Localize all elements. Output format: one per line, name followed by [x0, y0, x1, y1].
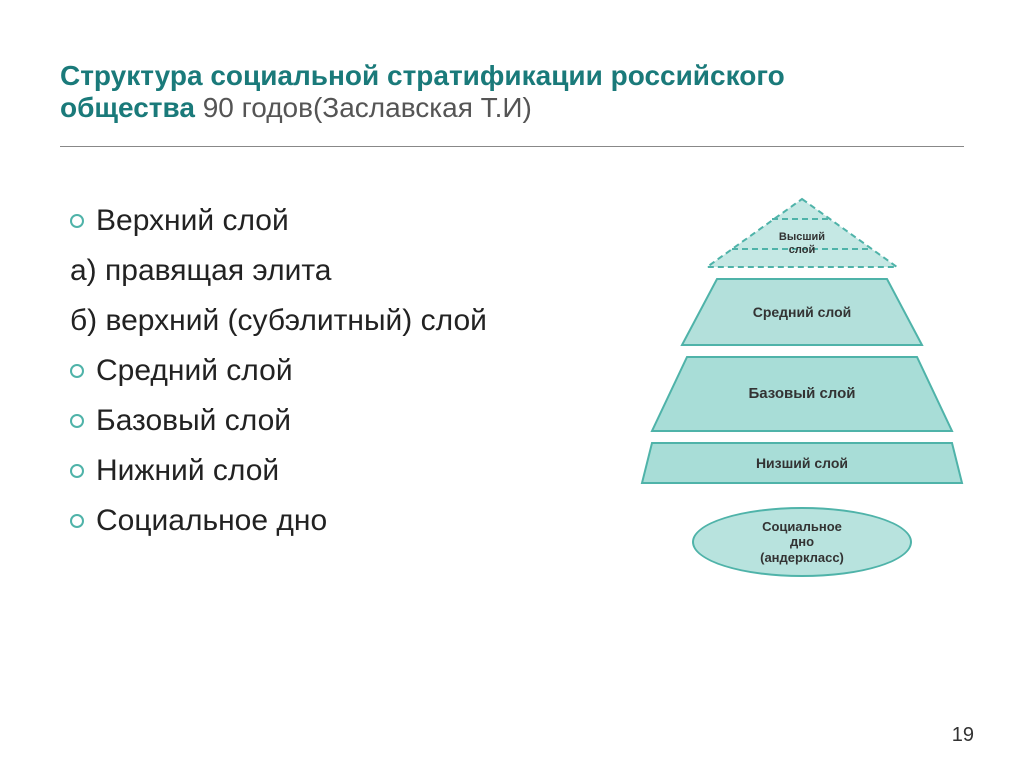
- title-line1: Структура социальной стратификации росси…: [60, 60, 785, 91]
- list-item: Социальное дно: [70, 497, 610, 545]
- layer-label: Высшийслой: [779, 231, 825, 257]
- list-item-label: Нижний слой: [96, 447, 279, 495]
- layer-label: Базовый слой: [748, 385, 855, 403]
- list-item: Средний слой: [70, 347, 610, 395]
- bullet-icon: [70, 464, 84, 478]
- list-item-label: Средний слой: [96, 347, 293, 395]
- pyramid-layer-base: Базовый слой: [650, 355, 954, 433]
- layer-label: Низший слой: [756, 455, 848, 472]
- bullet-icon: [70, 364, 84, 378]
- list-item: Нижний слой: [70, 447, 610, 495]
- page-number: 19: [952, 724, 974, 747]
- list-sub-item: а) правящая элита: [70, 247, 610, 295]
- title-line2-prefix: общества: [60, 92, 203, 123]
- pyramid-layer-top: Высшийслой: [705, 197, 899, 269]
- pyramid-layer-bottom: Социальноедно(андеркласс): [692, 507, 912, 577]
- layer-label: Средний слой: [753, 304, 852, 321]
- list-item: Верхний слой: [70, 197, 610, 245]
- list-item: Базовый слой: [70, 397, 610, 445]
- bullet-list: Верхний слойа) правящая элитаб) верхний …: [70, 197, 610, 617]
- layer-label: Социальноедно(андеркласс): [760, 519, 844, 566]
- bullet-icon: [70, 214, 84, 228]
- list-item-label: Базовый слой: [96, 397, 291, 445]
- list-item-label: Социальное дно: [96, 497, 327, 545]
- slide-title: Структура социальной стратификации росси…: [0, 0, 1024, 134]
- list-item-label: Верхний слой: [96, 197, 289, 245]
- pyramid-layer-middle: Средний слой: [680, 277, 924, 347]
- bullet-icon: [70, 514, 84, 528]
- pyramid-layer-low: Низший слой: [640, 441, 964, 485]
- stratification-pyramid: Высшийслой Средний слой Базовый слой Низший…: [632, 197, 972, 617]
- title-line2-suffix: 90 годов(Заславская Т.И): [203, 92, 532, 123]
- list-sub-item: б) верхний (субэлитный) слой: [70, 297, 610, 345]
- bullet-icon: [70, 414, 84, 428]
